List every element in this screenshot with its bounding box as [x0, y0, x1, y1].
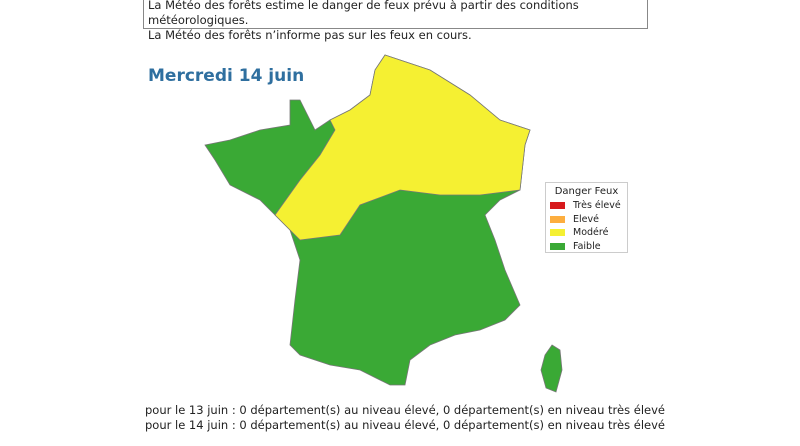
footer-line: pour le 13 juin : 0 département(s) au ni… [145, 403, 665, 417]
legend-item: Faible [550, 240, 623, 254]
footer-line: pour le 14 juin : 0 département(s) au ni… [145, 418, 665, 432]
legend-item: Très élevé [550, 199, 623, 213]
legend-label: Modéré [573, 227, 609, 239]
footer: pour le 13 juin : 0 département(s) au ni… [145, 403, 665, 433]
region-corsica [540, 344, 563, 393]
legend-item: Elevé [550, 213, 623, 227]
notice-box: La Météo des forêts estime le danger de … [143, 0, 648, 42]
legend-label: Elevé [573, 213, 599, 225]
legend-swatch [550, 215, 565, 223]
legend: Danger Feux Très élevé Elevé Modéré Faible [545, 182, 628, 253]
notice-line: La Météo des forêts estime le danger de … [148, 0, 579, 27]
legend-item: Modéré [550, 226, 623, 240]
legend-swatch [550, 229, 565, 237]
map-title: Mercredi 14 juin [148, 66, 305, 86]
region-modere [274, 54, 531, 241]
legend-label: Faible [573, 240, 601, 252]
legend-swatch [550, 202, 565, 210]
notice-line: La Météo des forêts n’informe pas sur le… [148, 28, 472, 42]
legend-label: Très élevé [573, 200, 621, 212]
legend-swatch [550, 242, 565, 250]
legend-title: Danger Feux [554, 186, 619, 197]
